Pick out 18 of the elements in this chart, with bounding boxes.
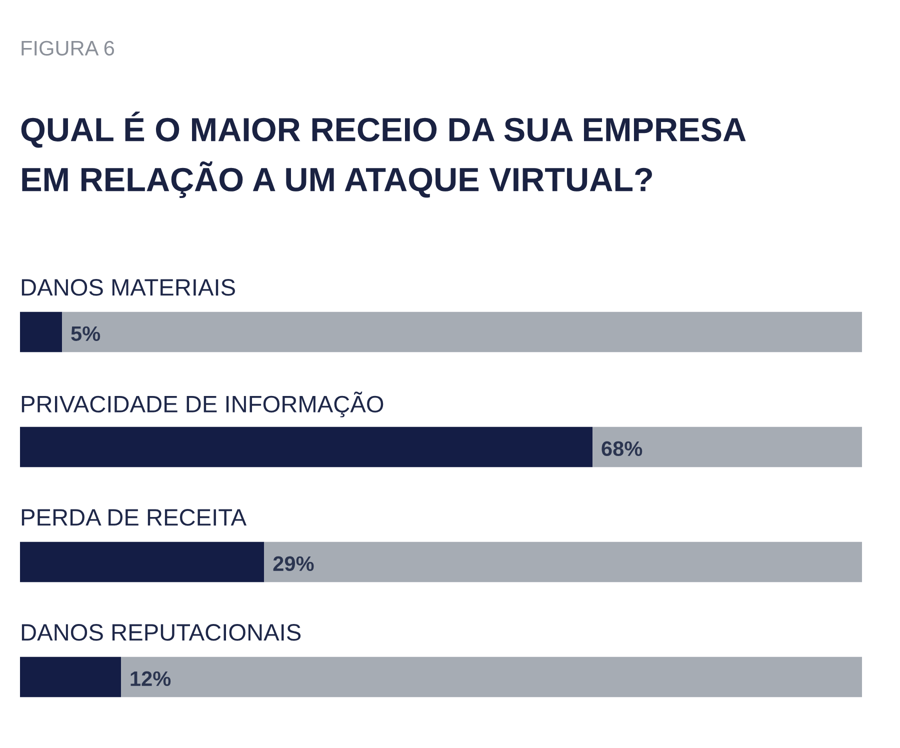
y-tick-label: DANOS MATERIAIS bbox=[22, 279, 235, 296]
bar bbox=[121, 656, 862, 698]
data-label: 68% bbox=[602, 441, 642, 456]
bar bbox=[20, 542, 264, 582]
y-tick-label: PRIVACIDADE DE INFORMAÇÃO bbox=[22, 392, 384, 418]
bar bbox=[264, 542, 862, 582]
bar bbox=[592, 426, 862, 468]
chart-title: QUAL É O MAIOR RECEIO DA SUA EMPRESA EM RELAÇÃO A UM ATAQUE VIRTUAL? bbox=[21, 112, 746, 198]
data-label: 29% bbox=[273, 556, 314, 572]
text: FIGURA 6 bbox=[22, 40, 114, 56]
bar bbox=[20, 312, 62, 352]
data-label: 5% bbox=[71, 326, 100, 342]
bar bbox=[62, 312, 862, 352]
y-tick-label: PERDA DE RECEITA bbox=[22, 509, 247, 526]
y-tick-label: DANOS REPUTACIONAIS bbox=[22, 624, 301, 641]
bar bbox=[20, 426, 593, 468]
data-label: 12% bbox=[130, 671, 171, 686]
bar bbox=[20, 656, 122, 698]
